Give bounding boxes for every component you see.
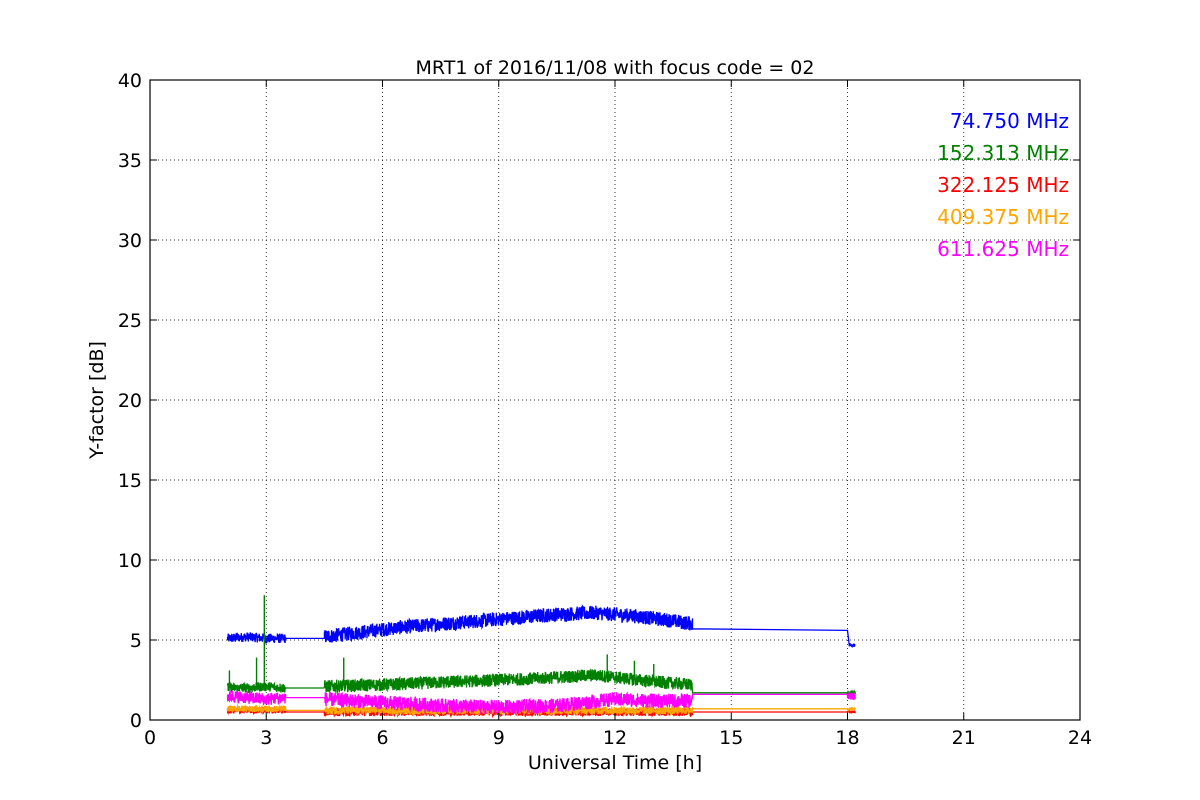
legend-entry: 74.750 MHz (950, 109, 1069, 133)
x-tick-label: 3 (260, 727, 272, 749)
series-409-375-mhz (226, 703, 856, 717)
x-tick-label: 15 (719, 727, 743, 749)
y-tick-label: 10 (118, 550, 142, 572)
x-tick-label: 9 (493, 727, 505, 749)
series-line (226, 668, 856, 697)
y-tick-label: 0 (130, 710, 142, 732)
x-tick-label: 6 (376, 727, 388, 749)
chart-title: MRT1 of 2016/11/08 with focus code = 02 (416, 57, 815, 79)
y-tick-label: 35 (118, 150, 142, 172)
series-74-750-mhz (226, 604, 856, 649)
legend-entry: 322.125 MHz (937, 173, 1069, 197)
y-tick-label: 20 (118, 390, 142, 412)
series-611-625-mhz (226, 690, 856, 715)
x-tick-label: 0 (144, 727, 156, 749)
series-line (226, 604, 856, 649)
series-152-313-mhz (226, 595, 856, 697)
y-axis-label: Y-factor [dB] (86, 341, 108, 460)
grid-lines (150, 80, 1080, 720)
axis-ticks: 0 3 6 9 12 15 18 21 24 0 5 10 15 20 25 30 35 40 (118, 70, 1092, 749)
legend-entry: 409.375 MHz (937, 205, 1069, 229)
y-tick-label: 15 (118, 470, 142, 492)
y-tick-label: 5 (130, 630, 142, 652)
legend: 74.750 MHz 152.313 MHz 322.125 MHz 409.375 … (937, 109, 1069, 261)
y-tick-label: 30 (118, 230, 142, 252)
legend-entry: 152.313 MHz (937, 141, 1069, 165)
x-tick-label: 18 (835, 727, 859, 749)
plot-area (226, 595, 856, 719)
legend-entry: 611.625 MHz (937, 237, 1069, 261)
x-tick-label: 21 (952, 727, 976, 749)
x-axis-label: Universal Time [h] (528, 752, 702, 774)
x-tick-label: 24 (1068, 727, 1092, 749)
y-tick-label: 25 (118, 310, 142, 332)
y-tick-label: 40 (118, 70, 142, 92)
x-tick-label: 12 (603, 727, 627, 749)
series-line (226, 703, 856, 717)
series-line (226, 690, 856, 715)
